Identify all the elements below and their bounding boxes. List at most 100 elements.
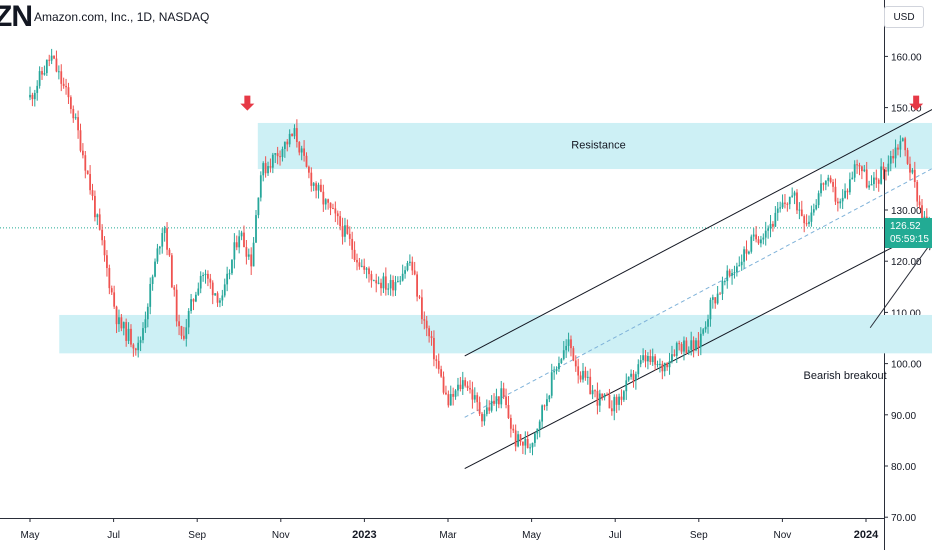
candle-body xyxy=(800,209,803,217)
candle-body xyxy=(310,172,313,186)
candle-body xyxy=(81,150,84,156)
candle-body xyxy=(437,360,440,370)
candle-body xyxy=(368,268,370,275)
candle-body xyxy=(36,85,39,93)
candle-body xyxy=(452,393,455,397)
candle-body xyxy=(214,293,217,296)
candle-body xyxy=(228,273,231,275)
candle-body xyxy=(904,138,907,151)
candle-body xyxy=(77,117,79,131)
candle-body xyxy=(312,183,315,186)
candle-body xyxy=(558,363,560,370)
candle-body xyxy=(776,208,779,213)
candle-body xyxy=(370,274,373,281)
candle-body xyxy=(166,228,168,250)
candle-body xyxy=(829,177,832,183)
candle-body xyxy=(562,350,565,360)
price-tick-label: 100.00 xyxy=(891,360,922,371)
candle-body xyxy=(115,306,118,325)
candle-body xyxy=(344,225,346,237)
candle-body xyxy=(62,83,65,86)
candle-body xyxy=(271,154,274,168)
candle-body xyxy=(709,299,712,320)
candle-body xyxy=(500,388,503,405)
candle-body xyxy=(772,223,774,227)
currency-button[interactable]: USD xyxy=(884,6,924,28)
candle-body xyxy=(238,236,241,248)
candle-body xyxy=(151,276,154,284)
time-tick-label: Nov xyxy=(774,530,792,541)
candle-body xyxy=(130,328,132,345)
price-tick-label: 70.00 xyxy=(891,513,916,524)
candle-body xyxy=(608,395,611,409)
candle-body xyxy=(757,239,760,244)
candle-body xyxy=(747,251,750,254)
candle-body xyxy=(880,166,883,184)
breakout-pointer-arrow xyxy=(869,242,932,329)
candle-body xyxy=(863,169,866,172)
candle-body xyxy=(137,342,140,351)
candle-body xyxy=(647,355,649,362)
candle-body xyxy=(671,354,673,362)
candle-body xyxy=(894,147,897,159)
symbol-text[interactable]: Amazon.com, Inc., 1D, NASDAQ xyxy=(34,10,210,24)
candle-body xyxy=(774,212,777,227)
candle-body xyxy=(548,395,551,400)
candle-body xyxy=(719,293,721,295)
resistance-label: Resistance xyxy=(571,140,625,152)
candle-body xyxy=(873,177,875,185)
candle-body xyxy=(663,362,666,372)
candle-body xyxy=(286,141,289,145)
candle-body xyxy=(243,232,245,248)
candle-body xyxy=(796,192,798,211)
candle-body xyxy=(161,233,164,247)
candle-body xyxy=(882,166,885,171)
candle-body xyxy=(687,349,690,354)
candle-body xyxy=(204,273,207,276)
candle-body xyxy=(901,138,904,142)
candle-body xyxy=(428,328,431,337)
candle-body xyxy=(404,270,406,274)
candle-body xyxy=(476,395,479,403)
candle-body xyxy=(163,228,166,234)
candle-body xyxy=(507,405,510,419)
candle-body xyxy=(396,281,399,283)
candle-body xyxy=(733,272,736,274)
candle-body xyxy=(103,240,106,256)
candle-body xyxy=(154,261,156,277)
candle-body xyxy=(586,376,589,378)
candle-body xyxy=(534,433,536,443)
candle-body xyxy=(295,128,298,143)
candle-body xyxy=(416,274,418,297)
candle-body xyxy=(336,213,339,217)
candle-body xyxy=(259,175,262,198)
candle-body xyxy=(488,407,491,411)
candle-body xyxy=(788,196,791,205)
candle-body xyxy=(158,246,161,249)
candle-body xyxy=(257,197,260,216)
candle-body xyxy=(360,265,363,267)
candle-body xyxy=(485,407,488,415)
candle-body xyxy=(786,203,789,205)
candle-body xyxy=(442,376,445,393)
candle-body xyxy=(815,205,818,210)
candle-body xyxy=(820,183,822,194)
candle-body xyxy=(322,191,325,205)
candle-body xyxy=(887,163,890,172)
candle-body xyxy=(762,237,765,240)
candle-body xyxy=(334,208,337,214)
time-tick-label: 2024 xyxy=(854,529,879,541)
candle-body xyxy=(659,363,661,365)
candle-body xyxy=(305,155,308,167)
candle-body xyxy=(466,385,469,389)
candle-body xyxy=(668,361,671,368)
price-tick-label: 110.00 xyxy=(891,308,921,319)
candle-body xyxy=(43,73,46,75)
candle-body xyxy=(79,130,82,151)
candle-body xyxy=(591,390,594,395)
down-arrow-icon xyxy=(909,95,924,111)
candle-body xyxy=(98,214,101,230)
candle-body xyxy=(526,439,529,448)
